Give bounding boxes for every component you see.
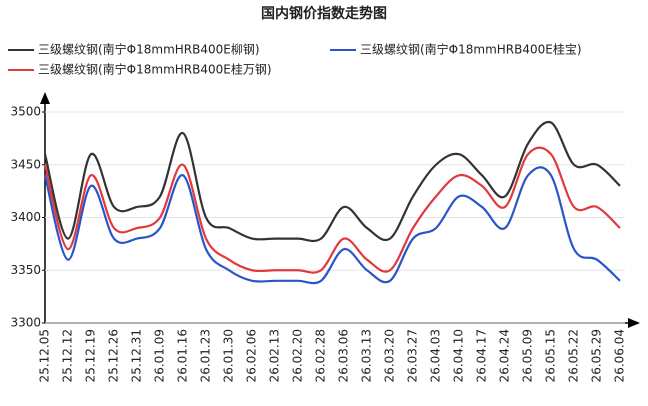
x-tick-label: 26.04.17 [475,329,489,382]
x-tick-label: 26.01.16 [176,329,190,382]
chart-title: 国内钢价指数走势图 [261,5,387,22]
x-tick-label: 26.05.29 [590,329,604,382]
x-axis-arrow [628,318,640,328]
legend-label: 三级螺纹钢(南宁Φ18mmHRB400E柳钢) [38,42,260,57]
x-tick-label: 26.01.23 [199,329,213,382]
x-tick-label: 26.05.22 [567,329,581,382]
x-tick-label: 26.02.20 [291,329,305,382]
legend-label: 三级螺纹钢(南宁Φ18mmHRB400E桂宝) [360,42,582,57]
x-tick-label: 25.12.05 [38,329,52,382]
legend-label: 三级螺纹钢(南宁Φ18mmHRB400E桂万钢) [38,62,272,77]
x-tick-label: 26.06.04 [613,329,627,382]
x-tick-label: 26.02.13 [268,329,282,382]
y-tick-label: 3350 [10,263,41,277]
y-axis-arrow [40,92,50,104]
series-line [43,120,621,243]
x-tick-label: 25.12.26 [107,329,121,382]
x-tick-label: 26.04.24 [498,329,512,382]
x-tick-label: 26.02.06 [245,329,259,382]
x-tick-label: 26.02.28 [314,329,328,382]
x-tick-label: 25.12.31 [130,329,144,382]
x-tick-label: 26.03.20 [383,329,397,382]
x-tick-label: 26.05.15 [544,329,558,382]
x-tick-label: 26.03.06 [337,329,351,382]
x-tick-label: 26.04.10 [452,329,466,382]
x-tick-label: 26.03.27 [406,329,420,382]
x-tick-label: 26.04.03 [429,329,443,382]
x-tick-label: 26.01.09 [153,329,167,382]
x-tick-label: 26.03.13 [360,329,374,382]
x-tick-label: 26.01.30 [222,329,236,382]
series-line [43,146,621,274]
x-tick-label: 25.12.12 [61,329,75,382]
y-tick-label: 3500 [10,105,41,119]
x-tick-label: 26.05.09 [521,329,535,382]
y-tick-label: 3450 [10,157,41,171]
series-line [43,166,621,285]
x-tick-label: 25.12.19 [84,329,98,382]
y-tick-label: 3300 [10,316,41,330]
y-tick-label: 3400 [10,210,41,224]
